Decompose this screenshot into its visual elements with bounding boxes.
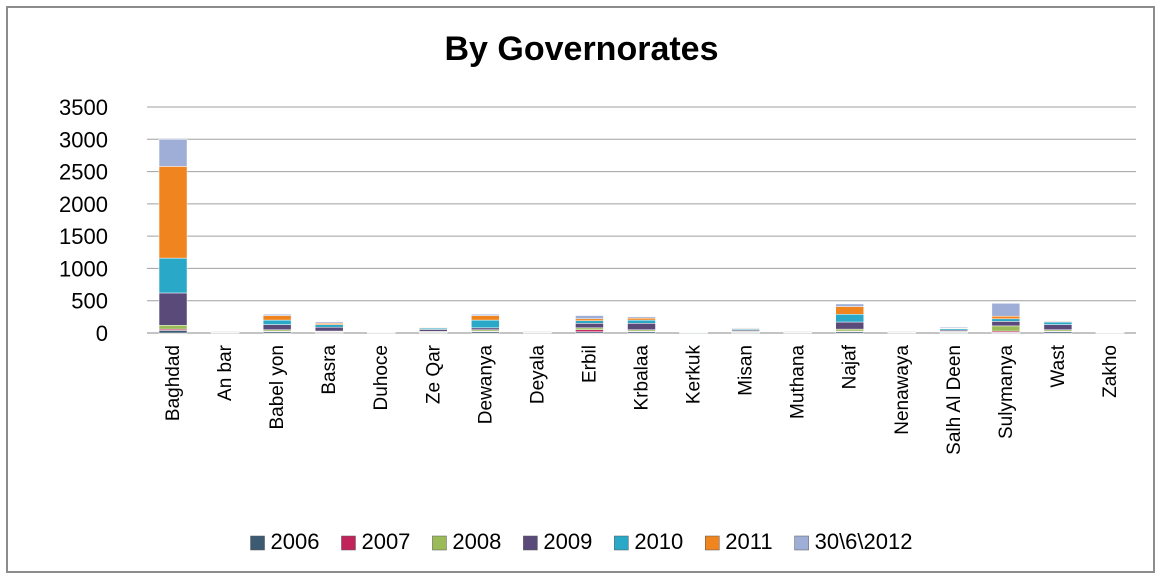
gridlines	[147, 106, 1136, 334]
bar-segment	[627, 319, 656, 324]
bar-segment	[627, 323, 656, 331]
bar-segment	[419, 329, 448, 332]
x-tick-label: Ze Qar	[423, 344, 444, 404]
x-tick-label: Krbalaa	[632, 345, 653, 411]
x-tick-label: Salh Al Deen	[944, 345, 965, 455]
bar-segment	[1043, 320, 1073, 322]
bar-segment	[158, 330, 188, 334]
x-axis-labels: Baghdad An bar Babel yon Basra Duhoce Ze Qar D…	[163, 344, 1121, 455]
x-tick-label: Dewanya	[475, 345, 496, 425]
bar-segment	[991, 315, 1021, 320]
legend-swatch	[794, 535, 809, 551]
legend-swatch	[705, 535, 720, 551]
bar-segment	[158, 257, 188, 294]
bar-segment	[575, 327, 604, 331]
bar-segment	[835, 321, 864, 330]
legend-label: 2011	[725, 529, 772, 554]
legend-swatch	[523, 535, 538, 551]
bar-segment	[835, 314, 864, 323]
x-tick-label: Najaf	[840, 344, 861, 389]
chart-frame	[6, 6, 1155, 573]
legend-swatch	[341, 535, 356, 551]
bar-segment	[835, 328, 864, 332]
bar-segment	[314, 321, 344, 324]
bar-segment	[1043, 324, 1073, 331]
y-tick-label: 1000	[59, 256, 108, 281]
y-tick-label: 3500	[59, 95, 108, 120]
legend-swatch	[432, 535, 447, 551]
bar-segment	[575, 329, 604, 332]
y-tick-label: 1500	[59, 224, 108, 249]
bar-segment	[471, 315, 500, 321]
legend-label: 2009	[543, 529, 592, 554]
legend-swatch	[614, 535, 629, 551]
legend-swatch	[250, 535, 265, 551]
x-tick-label: Kerkuk	[684, 345, 705, 405]
y-tick-label: 2000	[59, 192, 108, 217]
legend-label: 30\6\2012	[815, 529, 913, 554]
x-tick-label: An bar	[215, 344, 236, 401]
x-tick-label: Sulymanya	[996, 345, 1017, 439]
x-tick-label: Baghdad	[163, 345, 184, 421]
x-tick-label: Deyala	[527, 345, 548, 405]
y-tick-label: 3000	[59, 127, 108, 152]
legend-label: 2008	[452, 529, 501, 554]
bar-segment	[262, 324, 292, 331]
y-axis-ticks: 0 500 1000 1500 2000 2500 3000 3500	[59, 95, 108, 346]
x-tick-label: Basra	[319, 345, 340, 395]
x-tick-label: Nenawaya	[892, 345, 913, 435]
bar-segment	[1043, 321, 1073, 325]
bar-segment	[575, 318, 604, 321]
bar-segment	[991, 303, 1021, 317]
bar-segment	[262, 319, 292, 325]
legend-label: 2007	[361, 529, 410, 554]
y-tick-label: 0	[96, 321, 108, 346]
bar-segment	[991, 318, 1021, 322]
y-tick-label: 2500	[59, 160, 108, 185]
bar-segment	[575, 320, 604, 324]
bar-segment	[471, 319, 500, 329]
bar-segment	[158, 292, 188, 326]
x-tick-label: Duhoce	[371, 345, 392, 411]
bar-segment	[835, 306, 864, 315]
x-tick-label: Wast	[1048, 344, 1069, 387]
bar-segment	[991, 321, 1021, 327]
bar-segment	[158, 139, 188, 167]
x-tick-label: Erbil	[579, 345, 600, 383]
bar-segment	[158, 166, 188, 259]
bar-segment	[731, 327, 760, 329]
bars	[158, 139, 1125, 334]
x-tick-label: Muthana	[788, 345, 809, 419]
bar-segment	[835, 303, 864, 307]
x-tick-label: Misan	[736, 345, 757, 396]
bar-segment	[991, 325, 1021, 332]
bar-segment	[314, 326, 344, 332]
bar-segment	[471, 327, 500, 331]
legend: 2006 2007 2008 2009 2010 2011 30\6\2012	[250, 529, 913, 554]
bar-segment	[575, 315, 604, 320]
bar-segment	[471, 314, 500, 316]
bar-segment	[158, 325, 188, 330]
legend-label: 2006	[271, 529, 320, 554]
bar-segment	[939, 326, 969, 329]
x-tick-label: Zakho	[1100, 345, 1121, 398]
bar-segment	[262, 315, 292, 321]
bar-segment	[314, 324, 344, 328]
bar-segment	[627, 316, 656, 319]
bar-segment	[575, 323, 604, 329]
chart-title: By Governorates	[444, 30, 719, 68]
y-tick-label: 500	[71, 289, 108, 314]
legend-label: 2010	[634, 529, 683, 554]
x-tick-label: Babel yon	[267, 345, 288, 430]
bar-segment	[262, 314, 292, 316]
bar-segment	[627, 317, 656, 321]
